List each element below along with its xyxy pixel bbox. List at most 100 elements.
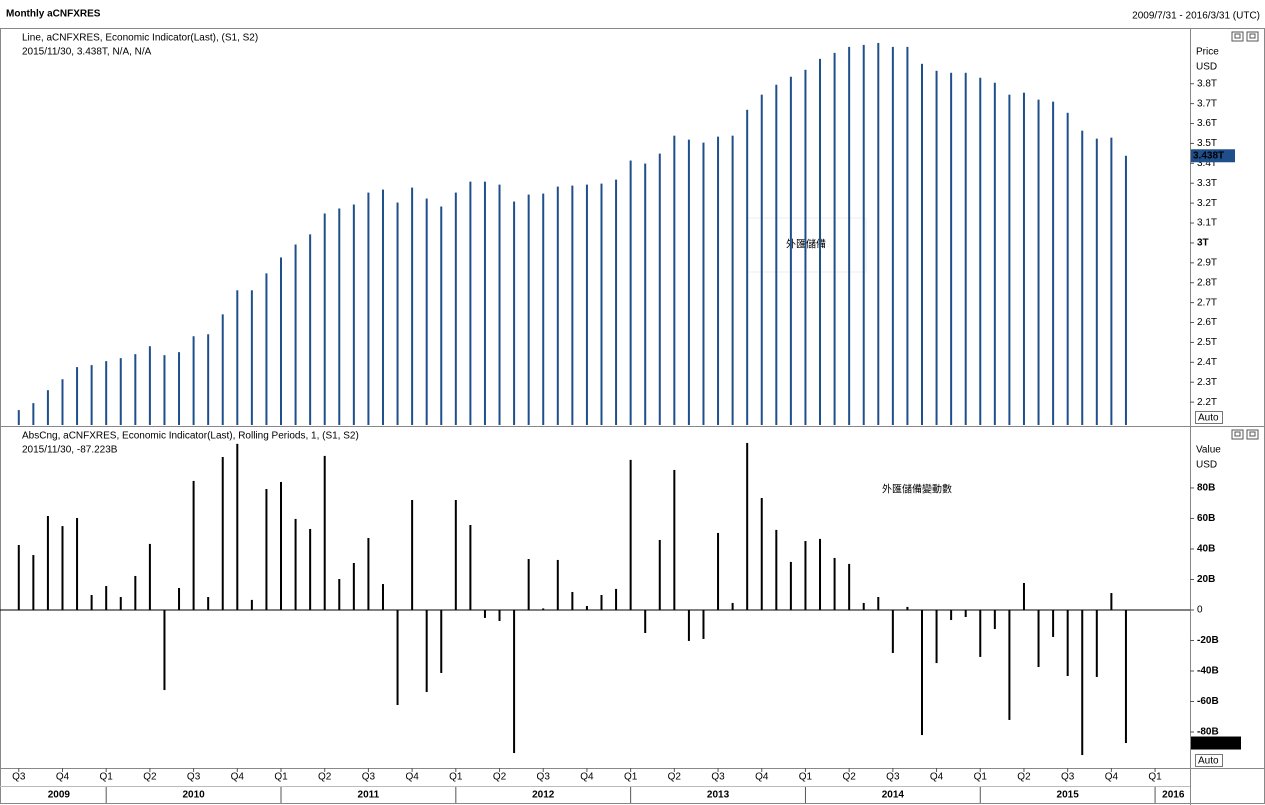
bar [46, 390, 49, 425]
scale-mode-box [1195, 754, 1223, 767]
date-range: 2009/7/31 - 2016/3/31 (UTC) [1132, 11, 1260, 22]
bar [775, 84, 778, 425]
y-tick-label: 3.4T [1197, 158, 1217, 169]
bar [294, 244, 297, 425]
y-tick-label: 3.1T [1197, 218, 1217, 229]
bar [178, 588, 181, 610]
bar [789, 76, 792, 426]
bar [775, 529, 778, 610]
bar [163, 355, 166, 425]
bar [819, 58, 822, 425]
bar [964, 72, 967, 425]
bar [76, 367, 79, 425]
bar [760, 498, 763, 610]
bar [352, 562, 355, 610]
bar [702, 609, 705, 639]
x-tick-label: Q1 [974, 772, 988, 783]
bar [585, 184, 588, 425]
bar [134, 575, 137, 610]
bar [556, 186, 559, 425]
bar [600, 595, 603, 610]
y-tick-label: 2.5T [1197, 337, 1217, 348]
bar [687, 139, 690, 425]
bar [440, 609, 443, 673]
bar [717, 532, 720, 610]
last-value-label: 3.438T [1193, 150, 1224, 161]
bar [1095, 609, 1098, 677]
bar [294, 518, 297, 610]
y-tick-label: 3.8T [1197, 78, 1217, 89]
bar [702, 142, 705, 425]
bar [1037, 609, 1040, 668]
annotation-box [746, 217, 867, 273]
x-tick-label: Q1 [624, 772, 638, 783]
y-tick-label: 2.7T [1197, 297, 1217, 308]
bar [658, 153, 661, 425]
bar [483, 181, 486, 425]
y-tick-label: 2.4T [1197, 357, 1217, 368]
year-label: 2013 [707, 790, 730, 801]
bar [1066, 112, 1069, 425]
bar [862, 44, 865, 425]
x-tick-label: Q2 [143, 772, 157, 783]
bar [105, 586, 108, 610]
bar [207, 597, 210, 610]
bar [221, 456, 224, 610]
bar [119, 597, 122, 610]
bar [61, 379, 64, 425]
y-tick-label: 0 [1197, 605, 1203, 616]
bar [338, 579, 341, 610]
bar [993, 609, 996, 630]
bar [1124, 609, 1127, 744]
y-tick-label: -40B [1197, 666, 1219, 677]
x-tick-label: Q3 [12, 772, 26, 783]
bar [673, 469, 676, 610]
bar [178, 352, 181, 425]
bar [119, 358, 122, 425]
bar [615, 179, 618, 425]
bar [61, 526, 64, 610]
axis-title: Value [1196, 445, 1221, 456]
x-tick-label: Q3 [711, 772, 725, 783]
bar [1095, 138, 1098, 425]
x-tick-label: Q1 [449, 772, 463, 783]
y-tick-label: 2.8T [1197, 277, 1217, 288]
window-button [1246, 31, 1259, 42]
x-tick-label: Q4 [930, 772, 944, 783]
y-tick-label: 60B [1197, 513, 1215, 524]
last-value-box [1191, 149, 1235, 163]
bar [1066, 609, 1069, 677]
y-tick-label: 2.6T [1197, 317, 1217, 328]
bar [993, 82, 996, 425]
bar [935, 70, 938, 425]
bar [280, 257, 283, 425]
bar [367, 537, 370, 610]
bar [819, 538, 822, 610]
y-tick-label: 20B [1197, 574, 1215, 585]
x-tick-label: Q1 [799, 772, 813, 783]
bar [76, 517, 79, 610]
x-tick-label: Q2 [842, 772, 856, 783]
x-tick-label: Q3 [886, 772, 900, 783]
bar [367, 192, 370, 425]
year-label: 2016 [1162, 790, 1185, 801]
bar [134, 354, 137, 425]
bar [571, 185, 574, 425]
bar [906, 46, 909, 425]
bar [862, 602, 865, 610]
annotation: 外匯儲備變動數 [882, 483, 952, 496]
bar [1037, 99, 1040, 426]
y-tick-label: 3T [1197, 238, 1209, 249]
window-button-icon [1249, 33, 1256, 39]
bar [979, 609, 982, 657]
year-label: 2012 [532, 790, 555, 801]
bar [585, 606, 588, 610]
bar [556, 559, 559, 610]
x-tick-label: Q4 [755, 772, 769, 783]
axis-unit: USD [1196, 460, 1217, 471]
x-tick-label: Q3 [187, 772, 201, 783]
bar [833, 52, 836, 426]
legend-info: 2015/11/30, 3.438T, N/A, N/A [22, 47, 152, 58]
y-tick-label: 3.7T [1197, 98, 1217, 109]
bar [352, 204, 355, 425]
